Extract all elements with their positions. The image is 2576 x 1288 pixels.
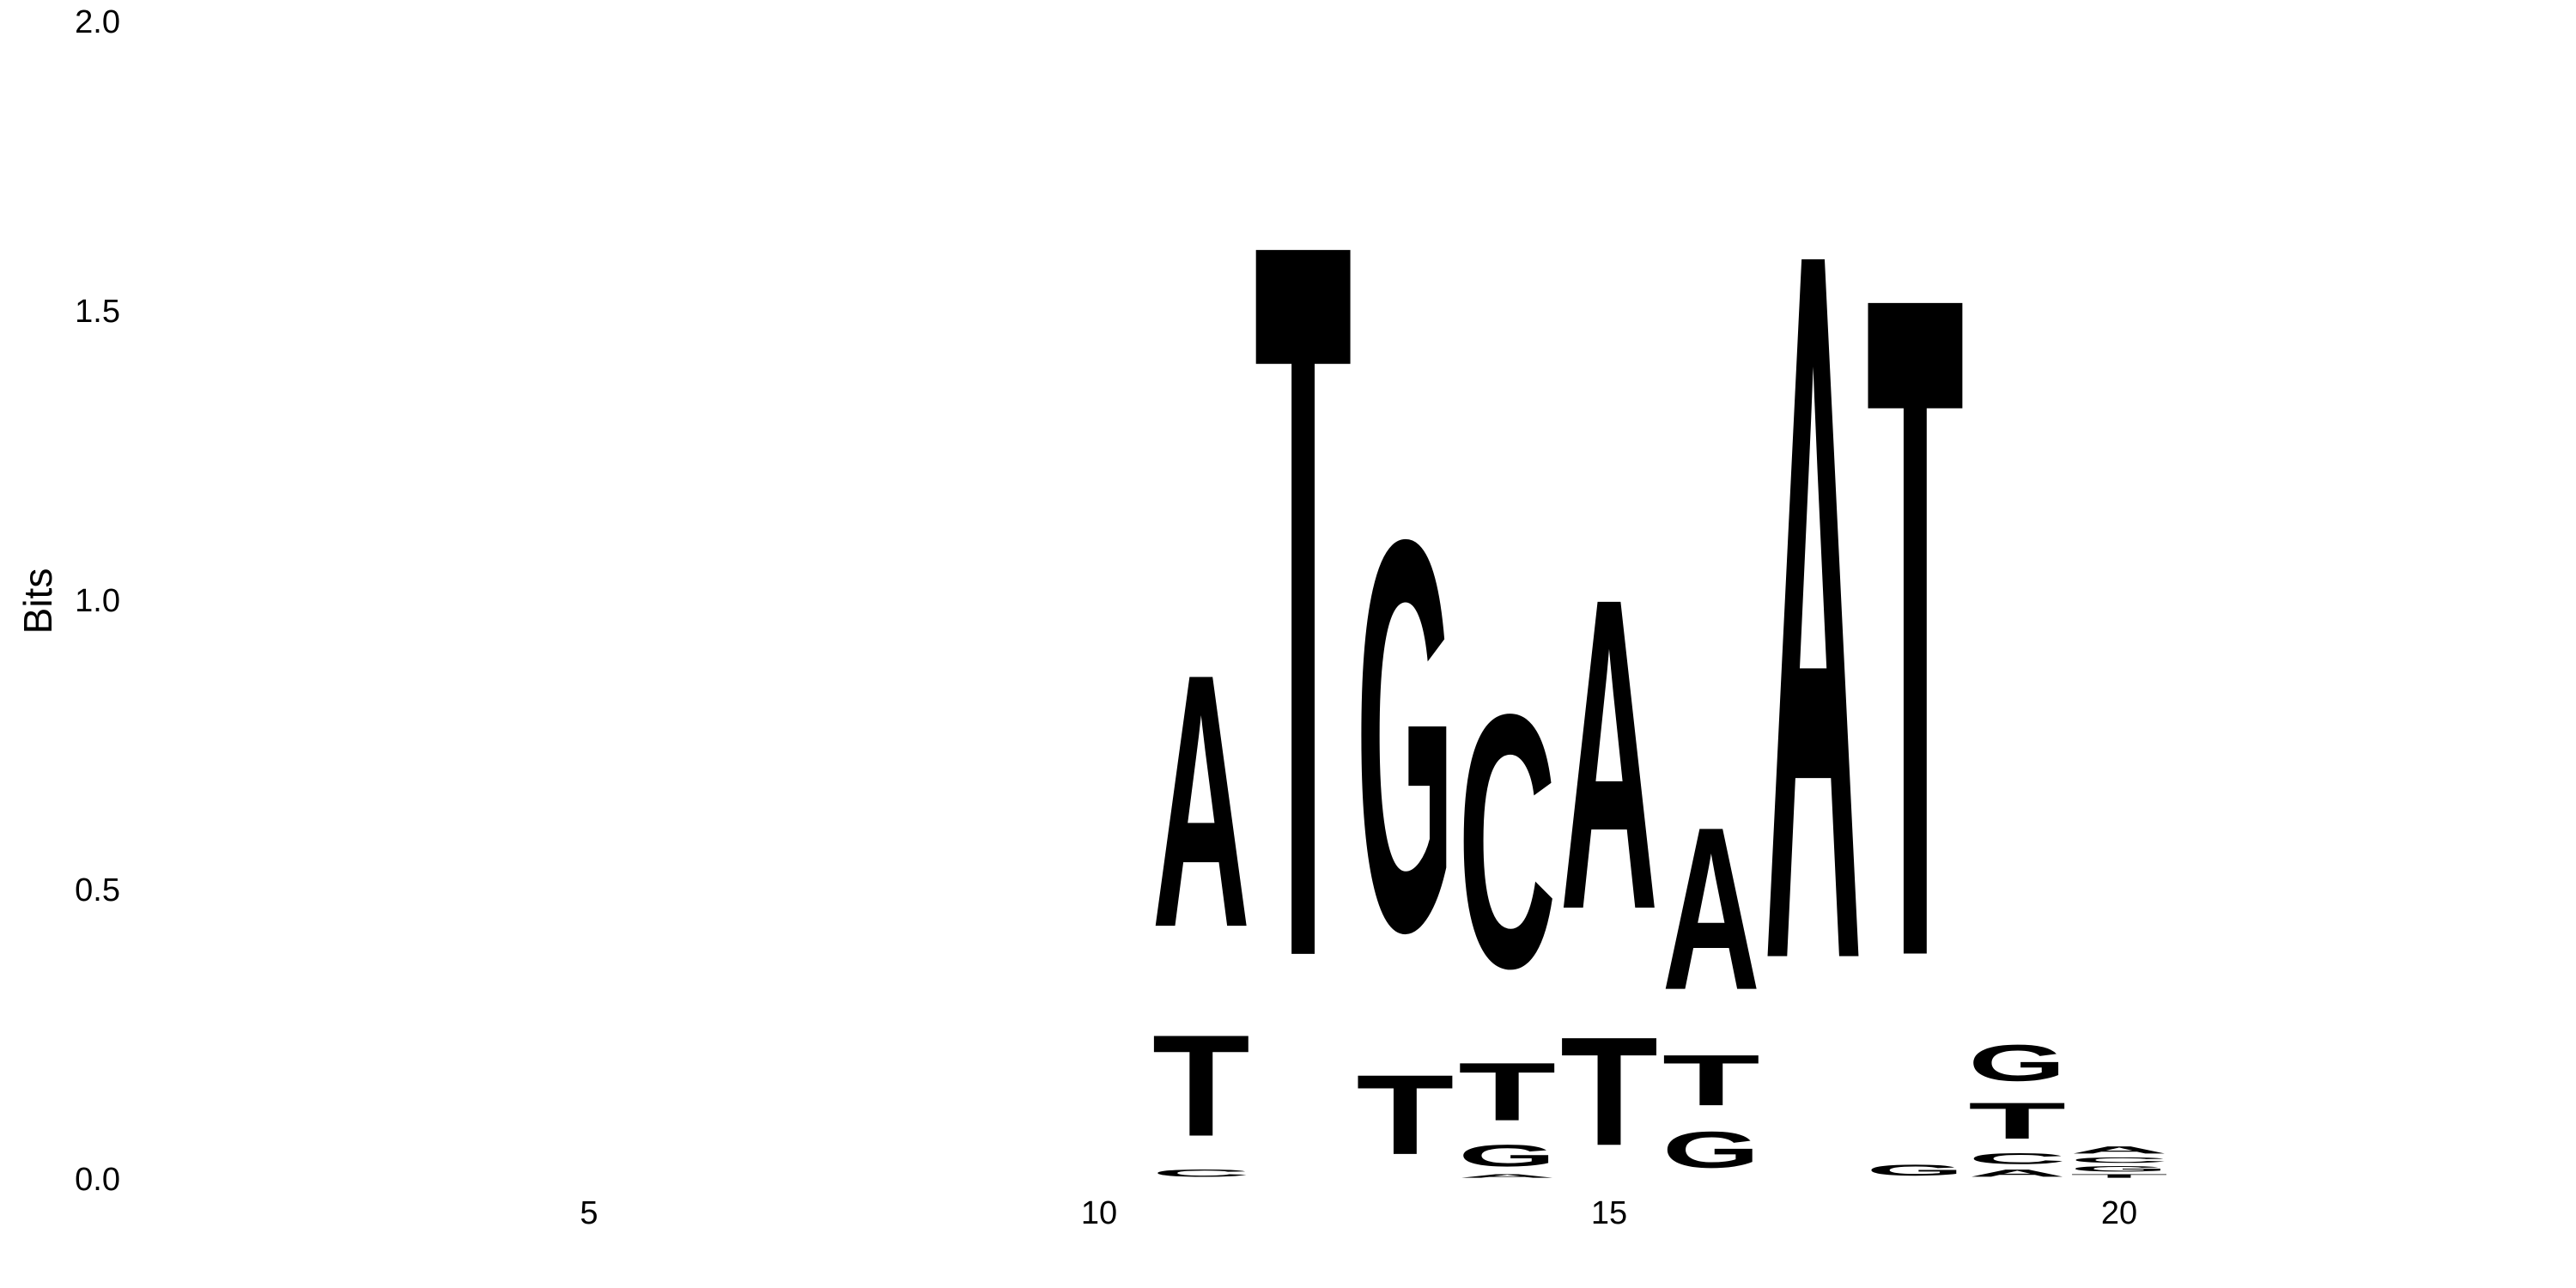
y-axis: Bits 0.0 0.5 1.0 1.5 2.0 (15, 4, 120, 1198)
y-tick-label: 0.0 (75, 1162, 120, 1198)
logo-column-13: TG (1356, 424, 1454, 1178)
logo-column-12: T (1255, 27, 1352, 1171)
logo-letter-A: A (2070, 1145, 2168, 1156)
logo-letter-G: G (2070, 1164, 2168, 1173)
x-tick-labels: 5 10 15 20 (580, 1195, 2137, 1231)
logo-letter-C: C (1458, 640, 1556, 1043)
x-tick-label: 20 (2101, 1195, 2137, 1231)
y-tick-labels: 0.0 0.5 1.0 1.5 2.0 (75, 4, 120, 1198)
x-tick-label: 15 (1591, 1195, 1627, 1231)
logo-column-15: TA (1560, 507, 1658, 1177)
logo-letter-C: C (1152, 1167, 1250, 1178)
logo-letter-T: T (1356, 1052, 1454, 1178)
logo-letter-T: T (1560, 1005, 1658, 1178)
logo-letter-G: G (1662, 1121, 1760, 1178)
y-axis-label: Bits (15, 568, 60, 635)
logo-letter-C: C (1968, 1150, 2066, 1167)
logo-letter-A: A (1458, 1173, 1556, 1179)
logo-letter-G: G (1866, 1162, 1964, 1179)
logo-letter-G: G (1458, 1138, 1556, 1173)
x-tick-label: 10 (1081, 1195, 1117, 1231)
logo-letter-A: A (1968, 1167, 2066, 1178)
logo-letter-G: G (1356, 424, 1454, 1048)
logo-letter-T: T (1152, 1005, 1250, 1167)
logo-column-11: CTA (1152, 599, 1250, 1179)
logo-column-16: GTA (1662, 778, 1760, 1179)
logo-letter-T: T (2070, 1173, 2168, 1179)
logo-letter-G: G (1968, 1034, 2066, 1091)
logo-letter-T: T (1662, 1040, 1760, 1121)
logo-letter-A: A (1662, 778, 1760, 1038)
logo-letter-C: C (2070, 1156, 2168, 1164)
logo-letter-T: T (1968, 1092, 2066, 1150)
y-tick-label: 2.0 (75, 4, 120, 40)
logo-column-18: GT (1866, 99, 1964, 1179)
x-tick-label: 5 (580, 1195, 598, 1231)
logo-letter-A: A (1560, 507, 1658, 1003)
y-tick-label: 1.5 (75, 294, 120, 330)
y-tick-label: 0.5 (75, 872, 120, 908)
logo-letter-A: A (1765, 40, 1862, 1172)
y-tick-label: 1.0 (75, 583, 120, 619)
logo-column-17: A (1765, 40, 1862, 1172)
logo-letter-T: T (1866, 99, 1964, 1155)
logo-letter-T: T (1255, 27, 1352, 1171)
logo-letter-A: A (1152, 599, 1250, 1003)
logo-letter-T: T (1458, 1046, 1556, 1138)
